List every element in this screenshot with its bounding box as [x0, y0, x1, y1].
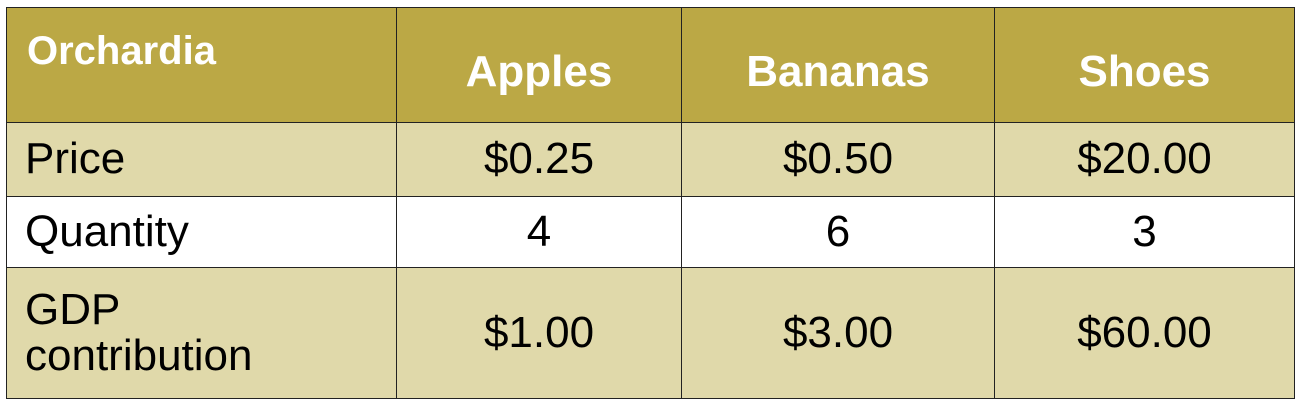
- gdp-table-container: Orchardia Apples Bananas Shoes Price $0.…: [6, 7, 1295, 399]
- price-apples-cell: $0.25: [396, 122, 682, 197]
- quantity-bananas-cell: 6: [681, 196, 995, 268]
- row-label-price: Price: [6, 122, 397, 197]
- table-row-gdp-contribution: GDP contribution $1.00 $3.00 $60.00: [6, 267, 1295, 399]
- gdp-bananas-cell: $3.00: [681, 267, 995, 399]
- column-header-apples: Apples: [396, 7, 682, 123]
- quantity-shoes-cell: 3: [994, 196, 1295, 268]
- column-header-shoes: Shoes: [994, 7, 1295, 123]
- gdp-apples-cell: $1.00: [396, 267, 682, 399]
- price-shoes-cell: $20.00: [994, 122, 1295, 197]
- column-header-bananas: Bananas: [681, 7, 995, 123]
- gdp-shoes-cell: $60.00: [994, 267, 1295, 399]
- gdp-table: Orchardia Apples Bananas Shoes Price $0.…: [6, 7, 1295, 399]
- country-name-header: Orchardia: [6, 7, 397, 123]
- table-row-quantity: Quantity 4 6 3: [6, 196, 1295, 268]
- quantity-apples-cell: 4: [396, 196, 682, 268]
- row-label-gdp-contribution: GDP contribution: [6, 267, 397, 399]
- price-bananas-cell: $0.50: [681, 122, 995, 197]
- table-header-row: Orchardia Apples Bananas Shoes: [6, 7, 1295, 123]
- row-label-quantity: Quantity: [6, 196, 397, 268]
- table-row-price: Price $0.25 $0.50 $20.00: [6, 122, 1295, 197]
